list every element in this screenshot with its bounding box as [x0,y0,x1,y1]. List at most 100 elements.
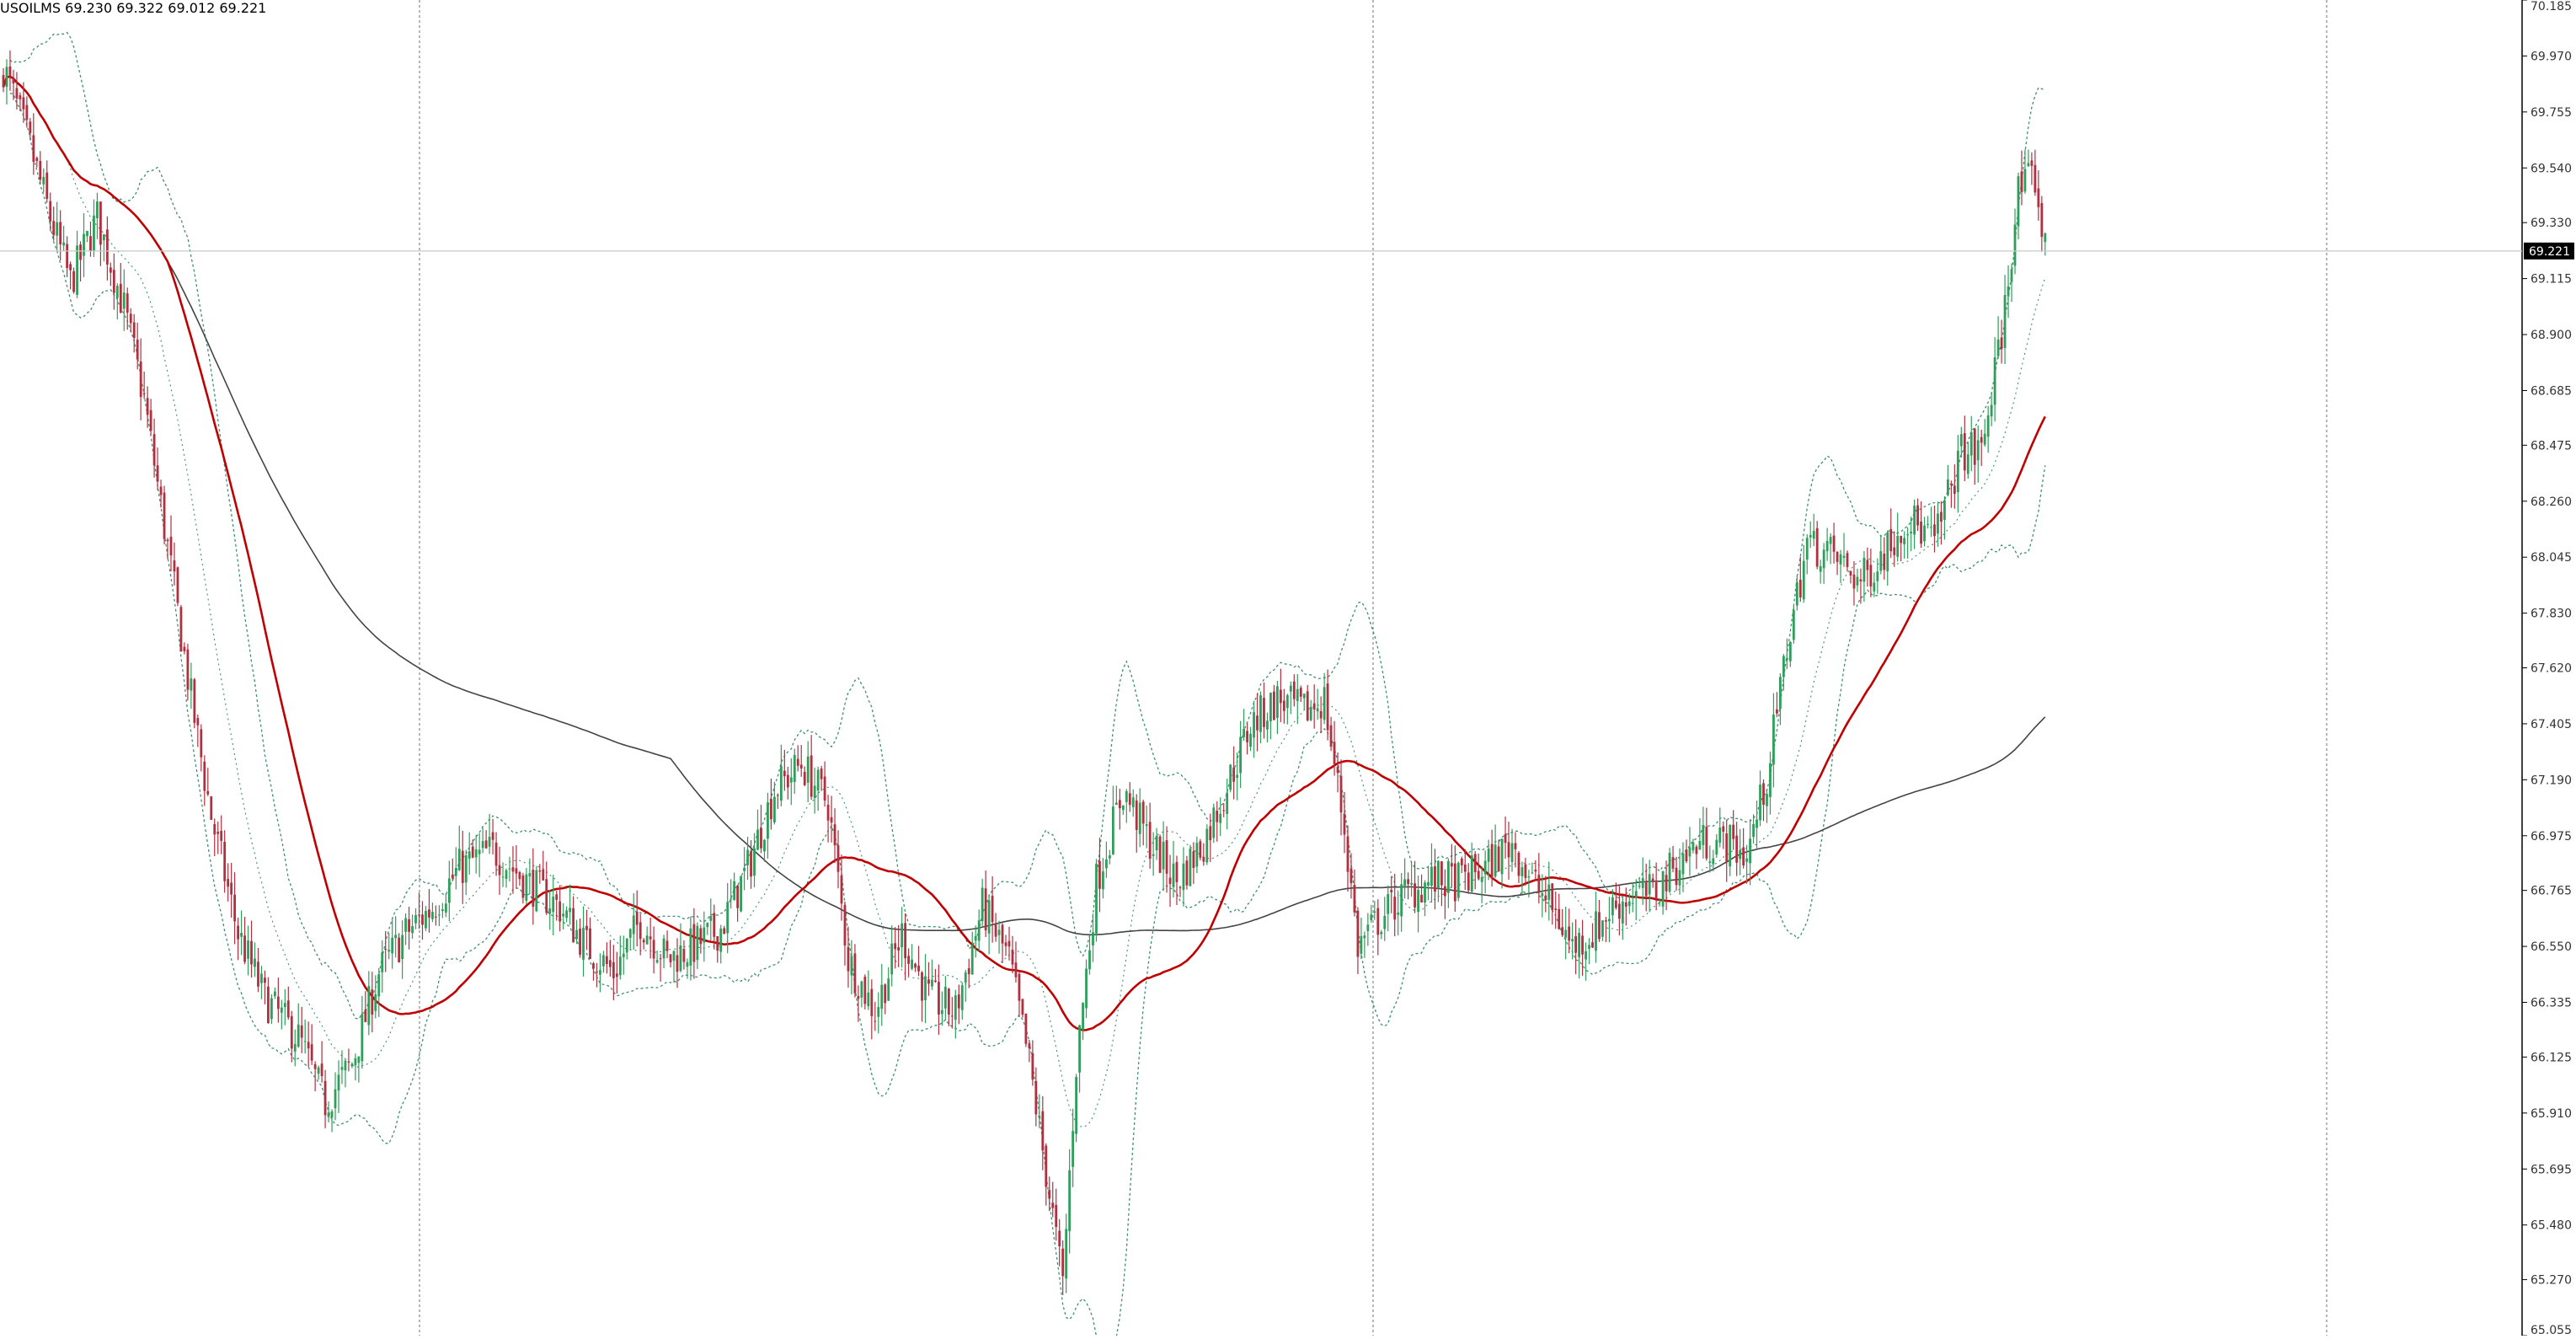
candle [1896,512,1900,562]
candle-body [310,1044,313,1061]
candle-body [1685,849,1688,862]
candle [488,813,491,854]
candle [847,926,850,988]
candle [548,890,552,930]
candle-body [176,567,179,603]
candle-body [1651,878,1654,882]
candle [1145,806,1148,849]
candle-body [260,973,263,983]
candle-body [823,776,826,801]
candle [186,643,190,701]
candle-body [213,823,216,835]
candle-body [29,121,32,133]
candle-body [139,361,142,398]
candle-body [763,839,766,852]
candle [1004,935,1007,956]
candle-body [1766,793,1768,806]
candle [176,566,179,607]
candle [132,313,136,353]
candle [1986,405,1990,453]
candle-body [1216,810,1219,822]
candle [25,96,29,128]
candle-body [19,95,22,99]
candle-body [1336,766,1339,774]
candle-body [1805,538,1809,560]
candle [481,828,484,854]
candle [826,795,830,843]
candle [645,926,649,945]
candle [1708,845,1712,873]
candle-body [1118,800,1121,809]
candle-body [569,908,572,913]
candle [921,971,923,1022]
candle [662,935,665,968]
candle [1695,844,1698,870]
candle [1312,684,1316,729]
y-tick-label: 68.475 [2531,439,2572,453]
candle-body [579,928,581,955]
candle-body [401,935,404,959]
candle [310,1024,313,1065]
candle [987,894,991,955]
candle [1614,882,1617,910]
candle-body [1434,866,1436,892]
y-tick-label: 69.115 [2531,273,2572,287]
candle [1356,907,1360,974]
candle [1109,849,1111,865]
candle [1839,549,1842,583]
candle [1018,972,1021,1018]
candle-body [1527,876,1531,878]
candle-body [1111,806,1114,854]
candle [374,975,377,1019]
candle-body [2003,295,2007,348]
candle-body [1289,685,1292,692]
candle-body [1836,551,1839,562]
candle [1732,810,1735,850]
candle-body [1463,864,1467,872]
candle-body [52,221,56,236]
y-tick-label: 66.975 [2531,830,2572,844]
candle-body [290,1015,293,1049]
candle [565,906,569,923]
candle-body [428,909,430,918]
candle [1266,712,1269,742]
candle-body [1772,714,1775,765]
candle-body [1889,528,1893,552]
candle-body [1072,1131,1075,1167]
candle-body [491,832,494,840]
candle-body [645,935,649,945]
candle [779,744,783,806]
candle [1966,442,1969,479]
candle [1578,928,1580,979]
candle-body [1333,742,1336,764]
candle-body [1473,854,1477,872]
candle-body [179,607,183,652]
candle [250,920,253,978]
candle [1028,1039,1031,1063]
candle-body [1756,819,1758,828]
candle [799,745,803,777]
candle [1393,873,1397,937]
candle-body [1145,824,1148,827]
candle [760,805,762,854]
candle [357,1056,361,1083]
candle [1256,693,1259,752]
candle [1903,531,1906,559]
candle-body [833,824,836,846]
candle-body [169,536,173,556]
candle [981,878,984,926]
candle [820,765,823,791]
candle [1842,533,1846,567]
candle-body [1541,892,1544,897]
candle [471,839,474,859]
candle [2000,319,2003,364]
candle-body [1923,525,1926,542]
candle [1038,1094,1041,1128]
candle-body [1276,686,1279,718]
candle [1933,506,1936,553]
candle-body [1993,356,1996,405]
candle-body [86,231,88,237]
candle [1591,923,1594,949]
candle [1483,850,1487,893]
